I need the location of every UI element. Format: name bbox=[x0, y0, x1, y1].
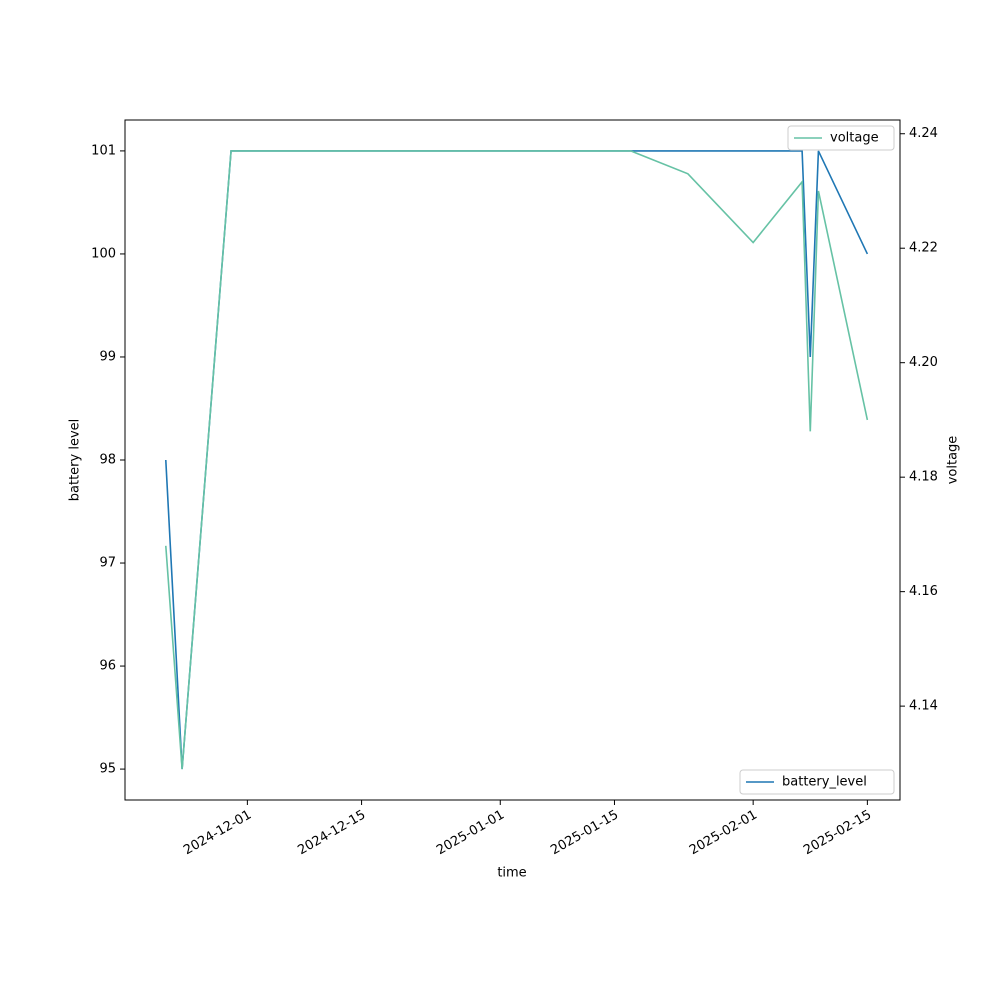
x-tick-label: 2024-12-15 bbox=[295, 808, 368, 859]
y2-tick-label: 4.14 bbox=[909, 699, 938, 714]
series-line bbox=[164, 150, 869, 770]
series-line bbox=[164, 150, 869, 770]
legend-label: voltage bbox=[830, 131, 879, 146]
y2-tick-label: 4.18 bbox=[909, 470, 938, 485]
y2-tick-label: 4.24 bbox=[909, 126, 938, 141]
y-tick-label: 99 bbox=[99, 349, 116, 364]
x-tick-label: 2025-01-15 bbox=[548, 808, 621, 859]
x-axis-label: time bbox=[497, 866, 526, 881]
legend-box bbox=[787, 125, 895, 151]
y2-axis-label: voltage bbox=[946, 436, 961, 485]
x-tick-label: 2025-02-01 bbox=[687, 808, 760, 859]
x-tick-label: 2024-12-01 bbox=[181, 808, 254, 859]
y2-tick-label: 4.22 bbox=[909, 241, 938, 256]
plot-frame bbox=[124, 119, 901, 801]
y-tick-label: 101 bbox=[91, 143, 116, 158]
legend-box bbox=[739, 769, 895, 795]
y-tick-label: 95 bbox=[99, 762, 116, 777]
y-tick-label: 97 bbox=[99, 556, 116, 571]
y-tick-label: 100 bbox=[91, 246, 116, 261]
y-tick-label: 96 bbox=[99, 659, 116, 674]
x-tick-label: 2025-02-15 bbox=[801, 808, 874, 859]
legend-label: battery_level bbox=[782, 775, 867, 790]
y2-tick-label: 4.20 bbox=[909, 355, 938, 370]
y2-tick-label: 4.16 bbox=[909, 584, 938, 599]
y-axis-label: battery level bbox=[68, 419, 83, 502]
x-tick-label: 2025-01-01 bbox=[434, 808, 507, 859]
y-tick-label: 98 bbox=[99, 453, 116, 468]
